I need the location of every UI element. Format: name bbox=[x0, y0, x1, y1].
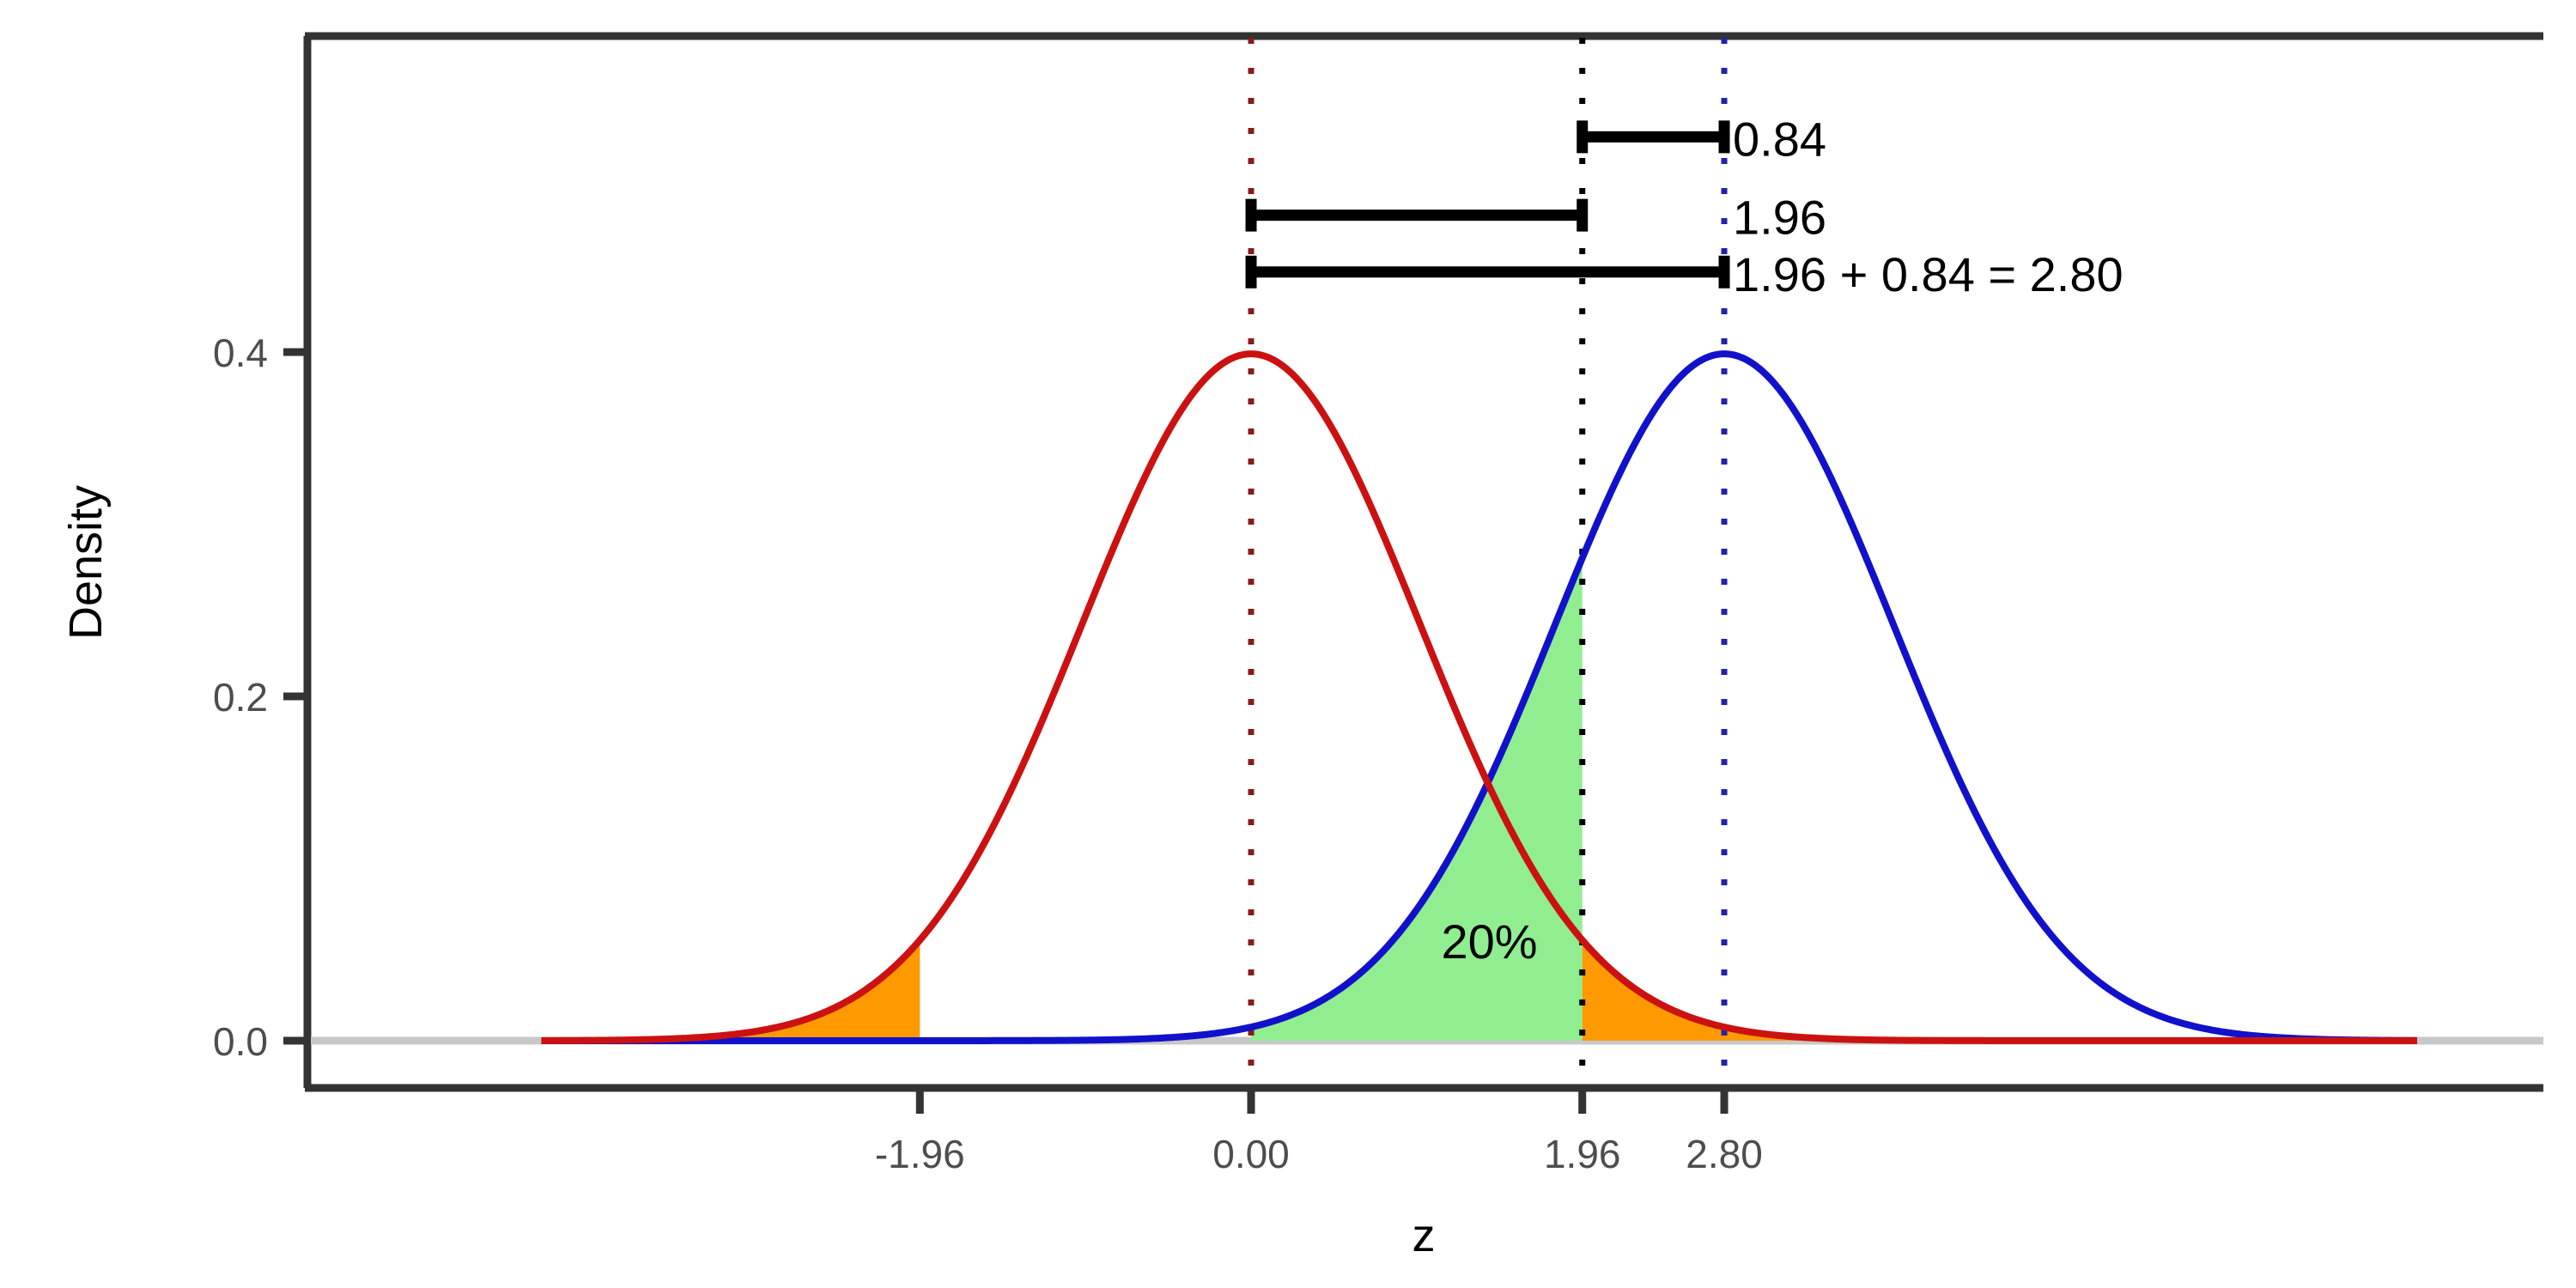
y-tick-label: 0.2 bbox=[213, 675, 268, 720]
bracket-beta: 0.84 bbox=[1577, 112, 1826, 166]
y-axis: 0.0 0.2 0.4 bbox=[213, 331, 306, 1064]
vertical-reference-lines bbox=[1248, 38, 1728, 1086]
panel-frame bbox=[303, 32, 2543, 1092]
bracket-beta-label: 0.84 bbox=[1733, 112, 1826, 166]
x-tick-label: -1.96 bbox=[875, 1132, 965, 1176]
y-axis-title: Density bbox=[60, 485, 112, 640]
bracket-alpha-label: 1.96 bbox=[1733, 191, 1826, 245]
y-tick-label: 0.4 bbox=[213, 331, 268, 375]
shaded-region-beta bbox=[1251, 557, 1583, 1041]
null-distribution-curve bbox=[539, 350, 2419, 1044]
x-tick-label: 1.96 bbox=[1544, 1132, 1621, 1176]
beta-percent-label: 20% bbox=[1441, 914, 1537, 969]
x-axis-title: z bbox=[1413, 1210, 1436, 1261]
annotation-brackets: 0.84 1.961.96 + 0.84 = 2.80 bbox=[1245, 112, 2123, 301]
x-tick-label: 2.80 bbox=[1686, 1132, 1763, 1176]
alternative-distribution-curve bbox=[539, 350, 2419, 1044]
bracket-alpha: 1.96 bbox=[1245, 191, 1826, 245]
x-tick-label: 0.00 bbox=[1212, 1132, 1290, 1176]
y-tick-label: 0.0 bbox=[213, 1019, 268, 1064]
bracket-total: 1.96 + 0.84 = 2.80 bbox=[1245, 247, 2123, 301]
bracket-total-label: 1.96 + 0.84 = 2.80 bbox=[1733, 247, 2123, 301]
x-axis: -1.96 0.00 1.96 2.80 bbox=[875, 1091, 1763, 1176]
shaded-region-alpha-upper bbox=[1582, 939, 2417, 1041]
